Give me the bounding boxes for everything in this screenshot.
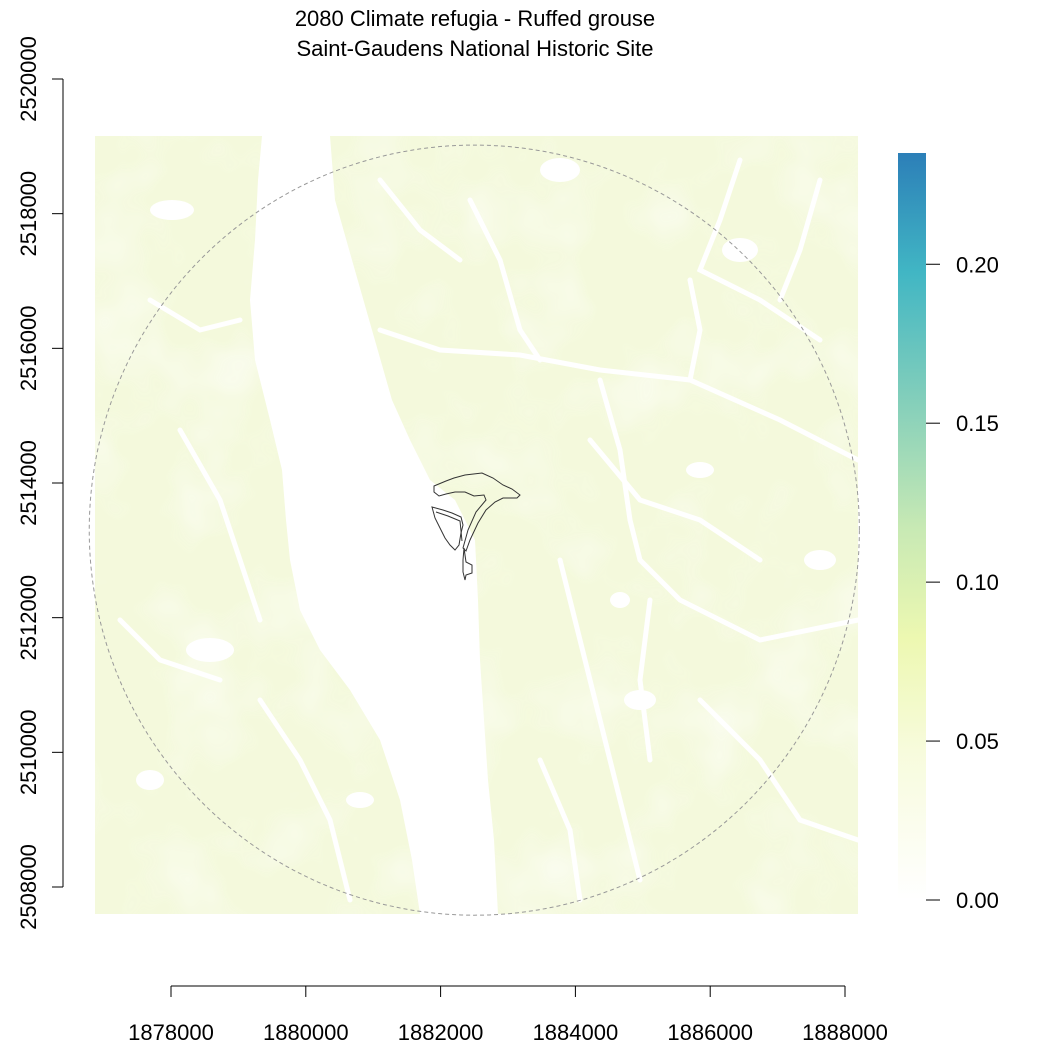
clearings — [136, 158, 836, 808]
x-tick-label: 1886000 — [667, 1020, 753, 1045]
y-axis: 2508000 2510000 2512000 2514000 2516000 25180… — [16, 36, 64, 930]
legend-ticks: 0.00 0.05 0.10 0.15 0.20 — [926, 252, 999, 913]
legend-tick-label: 0.00 — [956, 888, 999, 913]
streams — [117, 157, 861, 903]
refugia-raster — [95, 136, 861, 914]
y-tick-label: 2512000 — [16, 575, 41, 661]
y-tick-label: 2508000 — [16, 844, 41, 930]
legend-tick-label: 0.20 — [956, 252, 999, 277]
legend-tick-label: 0.15 — [956, 411, 999, 436]
x-tick-label: 1878000 — [128, 1020, 214, 1045]
y-tick-label: 2516000 — [16, 306, 41, 392]
legend-tick-label: 0.10 — [956, 570, 999, 595]
x-axis: 1878000 1880000 1882000 1884000 1886000 18880… — [128, 985, 888, 1045]
y-tick-label: 2520000 — [16, 36, 41, 122]
map-title: 2080 Climate refugia - Ruffed grouse — [294, 6, 656, 31]
y-tick-label: 2514000 — [16, 440, 41, 526]
park-boundary — [431, 472, 521, 581]
x-tick-label: 1888000 — [802, 1020, 888, 1045]
map-subtitle: Saint-Gaudens National Historic Site — [296, 36, 654, 61]
x-tick-label: 1882000 — [398, 1020, 484, 1045]
y-tick-label: 2510000 — [16, 710, 41, 796]
y-tick-label: 2518000 — [16, 171, 41, 257]
legend-tick-label: 0.05 — [956, 729, 999, 754]
buffer-circle — [88, 144, 860, 916]
river-valley — [250, 136, 498, 914]
color-legend: 0.00 0.05 0.10 0.15 0.20 — [898, 153, 999, 913]
x-tick-label: 1884000 — [533, 1020, 619, 1045]
legend-colorbar — [898, 153, 926, 900]
x-tick-label: 1880000 — [263, 1020, 349, 1045]
